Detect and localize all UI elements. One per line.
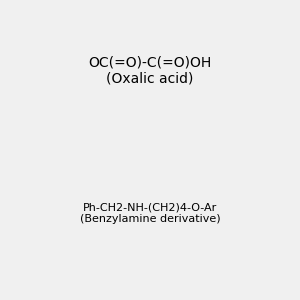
Text: OC(=O)-C(=O)OH
(Oxalic acid): OC(=O)-C(=O)OH (Oxalic acid) — [88, 55, 212, 85]
Text: Ph-CH2-NH-(CH2)4-O-Ar
(Benzylamine derivative): Ph-CH2-NH-(CH2)4-O-Ar (Benzylamine deriv… — [80, 202, 220, 224]
